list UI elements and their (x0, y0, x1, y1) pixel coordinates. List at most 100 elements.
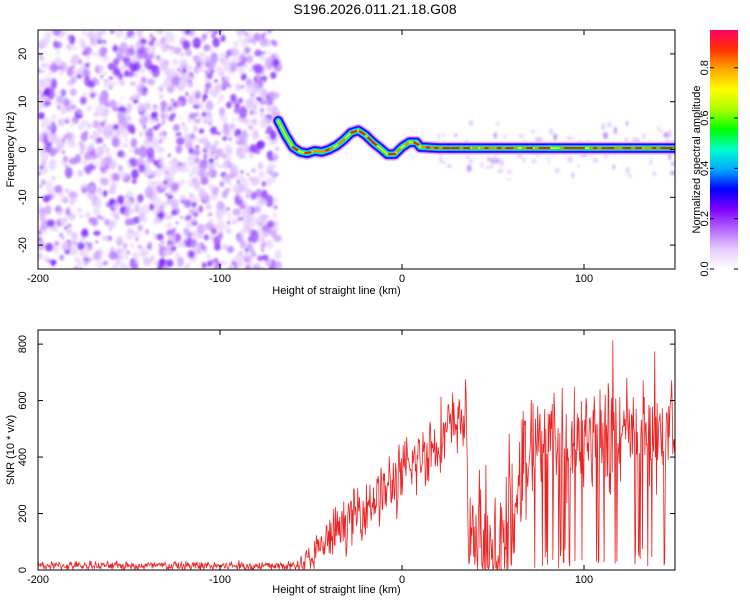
spectrogram-noise-blob (172, 58, 179, 66)
spectrogram-noise-blob (82, 159, 88, 166)
spectrogram-noise-blob (242, 213, 248, 219)
spectrogram-noise-blob (38, 230, 42, 236)
spectrogram-noise-blob (67, 36, 72, 42)
spectrogram-noise-blob (99, 175, 102, 178)
spectrogram-noise-blob (128, 71, 135, 78)
spectrogram-noise-blob (38, 202, 42, 208)
spectrogram-ridge-peak (337, 138, 346, 145)
spectrogram-noise-blob (237, 97, 244, 104)
spectrogram-noise-blob (198, 205, 204, 213)
spectrogram-noise-blob (170, 246, 177, 252)
spectrogram-noise-blob (59, 89, 67, 97)
spectrogram-noise-blob (82, 91, 87, 97)
spectrogram-noise-blob (38, 111, 45, 120)
colorbar: 0.0 0.2 0.4 0.6 0.8 Normalized spectral ampl… (691, 30, 738, 277)
spectrogram-noise-blob (151, 140, 158, 147)
spectrogram-noise-blob (225, 225, 229, 230)
spectrogram-noise-blob (147, 69, 153, 74)
spectrogram-noise-blob (245, 79, 254, 87)
spectrogram-noise-blob (49, 63, 58, 73)
spectrogram-speckle (553, 133, 558, 141)
spectrogram-noise-blob (64, 167, 73, 179)
spectrogram-speckle (480, 162, 484, 169)
spectrogram-noise-blob (57, 118, 65, 127)
spectrogram-noise-blob (120, 170, 127, 179)
spectrogram-noise-blob (59, 233, 63, 238)
spectrogram-noise-blob (61, 30, 67, 36)
spectrogram-noise-blob (167, 233, 176, 241)
spectrogram-noise-blob (55, 210, 60, 215)
spectrogram-speckle (603, 132, 608, 140)
spectrogram-speckle (607, 121, 612, 128)
spectrogram-noise-blob (147, 158, 152, 163)
spectrogram-noise-blob (129, 60, 138, 73)
spectrogram-ridge-peak (304, 151, 312, 155)
spectrogram-noise-blob (239, 240, 247, 249)
spectrogram-speckle (437, 132, 441, 140)
spectrogram-noise-blob (108, 198, 116, 205)
spectrogram-speckle (497, 168, 504, 174)
spectrogram-noise-blob (127, 163, 132, 169)
spectrogram-noise-blob (142, 257, 152, 266)
snr-x-axis-label: Height of straight line (km) (272, 584, 400, 596)
spectrogram-noise-blob (188, 193, 196, 201)
spectrogram-noise-blob (114, 30, 124, 38)
spectrogram-noise-blob (95, 261, 104, 269)
spectrogram-noise-blob (245, 98, 254, 109)
spectrogram-noise-blob (130, 138, 138, 148)
spectrogram-noise-blob (214, 79, 218, 83)
spectrogram-noise-blob (220, 248, 224, 251)
spectrogram-noise-blob (158, 244, 162, 247)
spectrogram-noise-blob (147, 78, 155, 86)
spectrogram-noise-blob (225, 54, 229, 59)
snr-frame (37, 329, 676, 571)
spectrogram-speckle (657, 125, 660, 131)
spectrogram-noise-blob (203, 234, 209, 241)
spectrogram-noise-blob (246, 84, 254, 94)
spectrogram-noise-blob (157, 93, 161, 96)
spectrogram-speckle (668, 153, 672, 161)
spectrogram-noise-blob (111, 136, 119, 148)
spectrogram-noise-blob (83, 68, 91, 79)
spectrogram-noise-blob (89, 39, 98, 47)
spectrogram-noise-blob (158, 85, 164, 93)
spectrogram-noise-blob (219, 181, 225, 188)
spectrogram-noise-blob (120, 96, 124, 100)
spectrogram-noise-blob (163, 176, 172, 188)
spectrogram-noise-blob (236, 260, 242, 269)
spectrogram-noise-blob (106, 202, 110, 207)
spectrogram-noise-blob (142, 91, 148, 96)
spectrogram-noise-blob (39, 150, 48, 163)
spectrogram-speckle (516, 153, 523, 159)
spectrogram-noise-blob (187, 153, 196, 166)
spectrogram-noise-blob (195, 178, 199, 181)
spectrogram-noise-blob (67, 79, 75, 87)
spectrogram-noise-blob (64, 164, 68, 168)
spectrogram-noise-blob (220, 58, 224, 64)
spectrogram-noise-blob (204, 113, 214, 123)
spectrogram-noise-blob (155, 39, 161, 47)
spectrogram-noise-blob (273, 260, 283, 269)
spectrogram-noise-blob (182, 40, 191, 50)
spectrogram-noise-blob (56, 50, 60, 56)
spectrogram-noise-blob (147, 175, 152, 179)
spectrogram-noise-blob (244, 251, 250, 260)
spectrogram-noise-blob (93, 196, 102, 206)
spectrogram-noise-blob (218, 93, 225, 103)
spectrogram-noise-blob (68, 190, 71, 194)
spectrogram-noise-blob (38, 234, 41, 237)
spectrogram-speckle (628, 174, 632, 178)
spectrogram-noise-blob (261, 95, 266, 102)
spectrogram-noise-blob (139, 115, 148, 126)
spectrogram-noise-blob (143, 101, 151, 111)
spectrogram-noise-blob (123, 69, 130, 78)
spectrogram-noise-blob (160, 37, 165, 44)
spectrogram-noise-blob (191, 201, 197, 209)
spectrogram-noise-blob (180, 52, 184, 57)
spectrogram-speckle (592, 158, 598, 163)
spectrogram-noise-blob (163, 180, 168, 185)
spectrogram-noise-blob (233, 107, 240, 114)
spectrogram-noise-blob (228, 123, 237, 132)
spectrogram-speckle (625, 121, 629, 126)
spectrogram-noise-blob (91, 52, 94, 56)
